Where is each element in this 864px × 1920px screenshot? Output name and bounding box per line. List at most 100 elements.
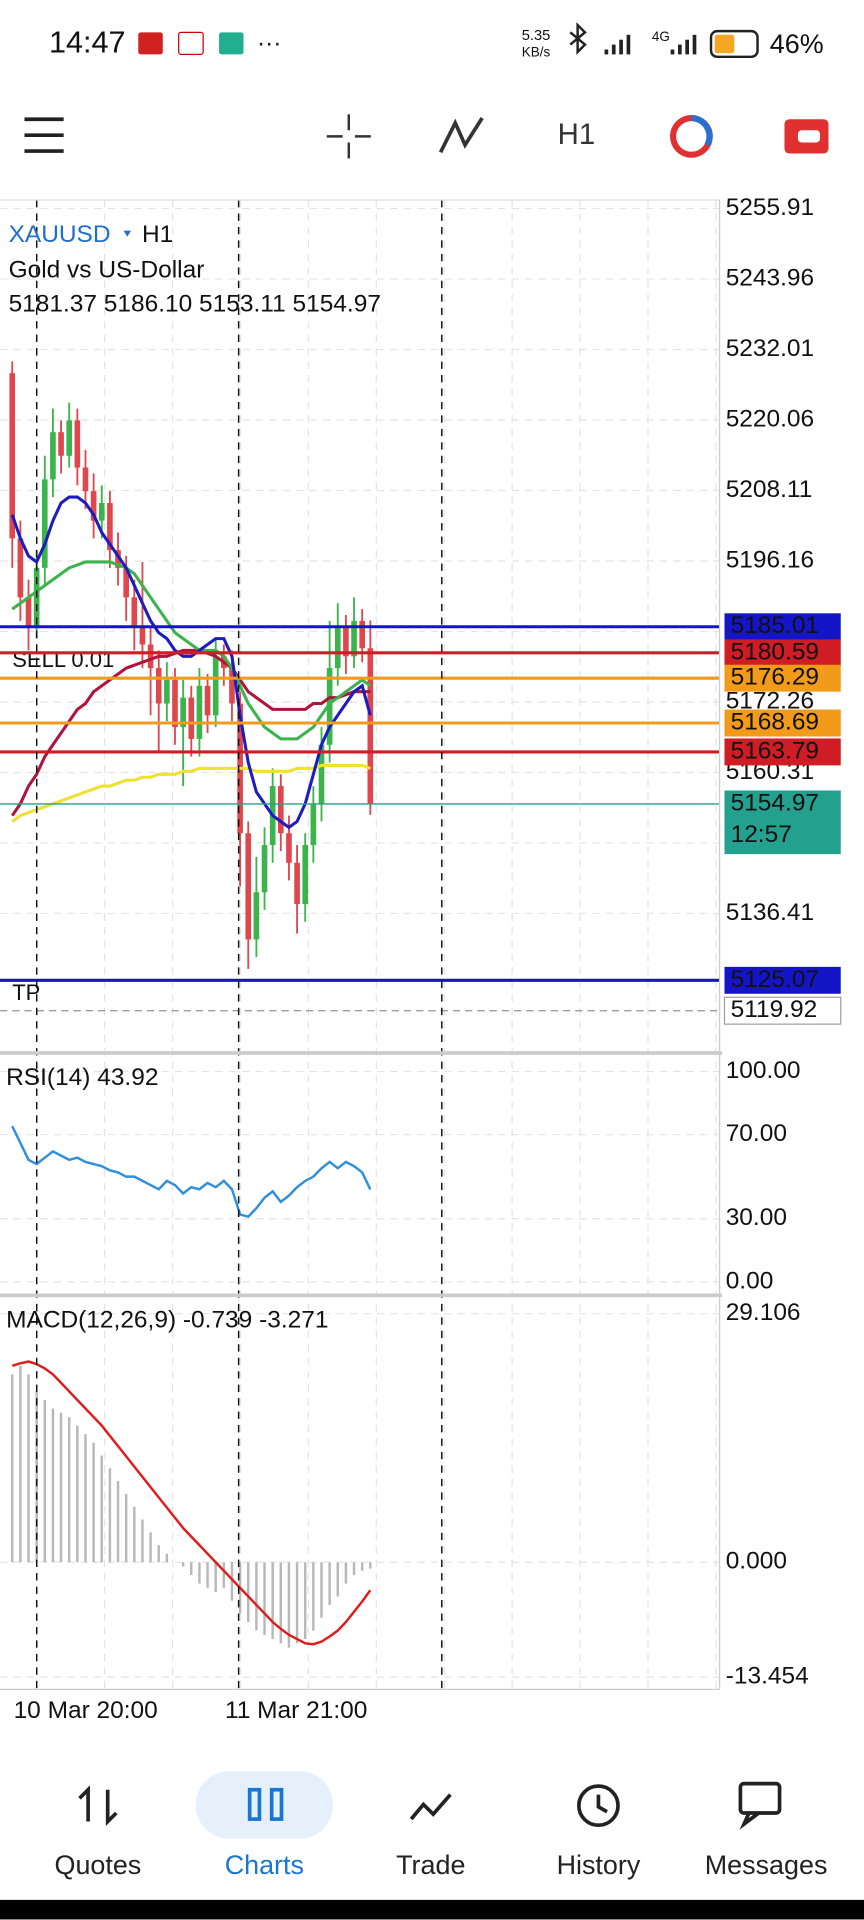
candle-body <box>58 432 64 456</box>
macd-bar <box>11 1374 14 1563</box>
candle-body <box>212 656 219 716</box>
macd-bar <box>133 1506 136 1563</box>
battery-icon <box>709 29 759 59</box>
y-tick-label: 0.00 <box>726 1267 774 1294</box>
macd-bar <box>108 1468 112 1563</box>
candle-body <box>139 626 146 645</box>
moving-average <box>11 763 371 823</box>
rsi-title: RSI(14) 43.92 <box>6 1064 158 1091</box>
macd-bar <box>157 1545 160 1563</box>
nav-item[interactable]: History <box>557 1850 641 1880</box>
chart-area: 5255.91 5243.96 5232.01 5220.06 5208.11 5196.… <box>0 194 842 1724</box>
signal-icon <box>604 34 697 55</box>
candle-body <box>50 432 56 480</box>
macd-bar <box>124 1493 128 1563</box>
candle-body <box>286 833 292 863</box>
macd-bar <box>303 1562 307 1640</box>
macd-bar <box>214 1562 217 1593</box>
macd-bar <box>181 1562 185 1567</box>
countdown: 12:57 <box>731 821 792 848</box>
bluetooth-icon <box>569 22 587 55</box>
macd-bar <box>165 1553 169 1563</box>
macd-bar <box>116 1481 120 1563</box>
macd-bar <box>279 1562 283 1644</box>
notif-icon <box>178 31 204 56</box>
nav-item[interactable]: Quotes <box>55 1850 142 1880</box>
notif-icon <box>219 32 244 55</box>
level-label: 5163.79 <box>731 737 819 764</box>
macd-bar <box>149 1532 152 1563</box>
menu-button[interactable] <box>24 117 64 153</box>
macd-bar <box>320 1562 323 1618</box>
y-tick-label: 5243.96 <box>726 265 814 292</box>
macd-bar <box>67 1417 71 1563</box>
trade-button-part <box>797 130 820 143</box>
candle-body <box>131 597 138 627</box>
macd-bar <box>352 1562 356 1576</box>
candle-body <box>188 697 195 739</box>
moving-average <box>10 648 371 817</box>
net-speed: 5.35 <box>522 28 551 44</box>
rsi-line <box>11 1125 372 1218</box>
nav-item[interactable]: Trade <box>396 1850 465 1880</box>
indicators-button[interactable] <box>438 117 484 154</box>
candle-body <box>310 803 317 846</box>
level-label: 5185.01 <box>731 612 819 639</box>
y-tick-label: -13.454 <box>726 1663 809 1690</box>
candle-body <box>294 862 300 905</box>
y-tick-label: 5136.41 <box>726 899 814 926</box>
macd-bar <box>263 1562 266 1635</box>
level-label-bg <box>724 639 841 667</box>
level-label: 5176.29 <box>731 664 819 691</box>
symbol-dropdown <box>123 230 131 237</box>
candle-body <box>123 567 129 598</box>
y-tick-label: 5232.01 <box>726 335 814 362</box>
y-tick-label: 70.00 <box>726 1120 787 1147</box>
timeframe-button[interactable]: H1 <box>558 118 596 151</box>
level-label-bg <box>724 790 841 855</box>
macd-bar <box>198 1562 201 1584</box>
level-label: 5154.97 <box>731 789 819 816</box>
macd-bar <box>84 1434 87 1563</box>
candle-body <box>25 597 32 627</box>
net-unit: KB/s <box>522 45 551 60</box>
nav-icons <box>78 1781 782 1830</box>
y-tick-label: 5208.11 <box>726 476 813 503</box>
candle-body <box>147 644 154 669</box>
crosshair-button[interactable] <box>326 114 371 159</box>
level-label: 5125.07 <box>731 966 819 993</box>
candle-body <box>98 502 105 521</box>
x-tick-label: 10 Mar 20:00 <box>14 1697 158 1724</box>
candle-body <box>115 550 121 568</box>
description: Gold vs US-Dollar <box>9 256 205 283</box>
candle-body <box>261 845 268 893</box>
candle-body <box>229 668 235 704</box>
candle-body <box>253 892 260 940</box>
network-type: 4G <box>652 29 670 44</box>
macd-bar <box>27 1374 30 1563</box>
y-tick-label: 30.00 <box>726 1204 787 1231</box>
battery-level <box>714 34 735 54</box>
level-label-bg <box>724 664 841 692</box>
candle-body <box>17 538 24 598</box>
macd-bar <box>312 1562 315 1631</box>
tp-label: TP <box>12 980 40 1005</box>
battery-percent: 46% <box>770 29 824 59</box>
macd-signal <box>11 1360 372 1646</box>
candle-body <box>277 786 284 834</box>
ohlc: 5181.37 5186.10 5153.11 5154.97 <box>9 291 381 318</box>
nav-item[interactable]: Charts <box>225 1850 304 1880</box>
candle-body <box>172 679 178 728</box>
macd-bar <box>76 1425 79 1563</box>
level-label-bg <box>724 613 841 641</box>
y-tick-label: 100.00 <box>726 1057 801 1084</box>
level-label-bg <box>724 709 841 737</box>
level-label: 5119.92 <box>731 996 818 1023</box>
candle-body <box>343 626 349 657</box>
candle-body <box>74 420 81 468</box>
candle-body <box>359 620 365 649</box>
nav-item[interactable]: Messages <box>705 1850 828 1880</box>
candle-body <box>204 685 211 716</box>
